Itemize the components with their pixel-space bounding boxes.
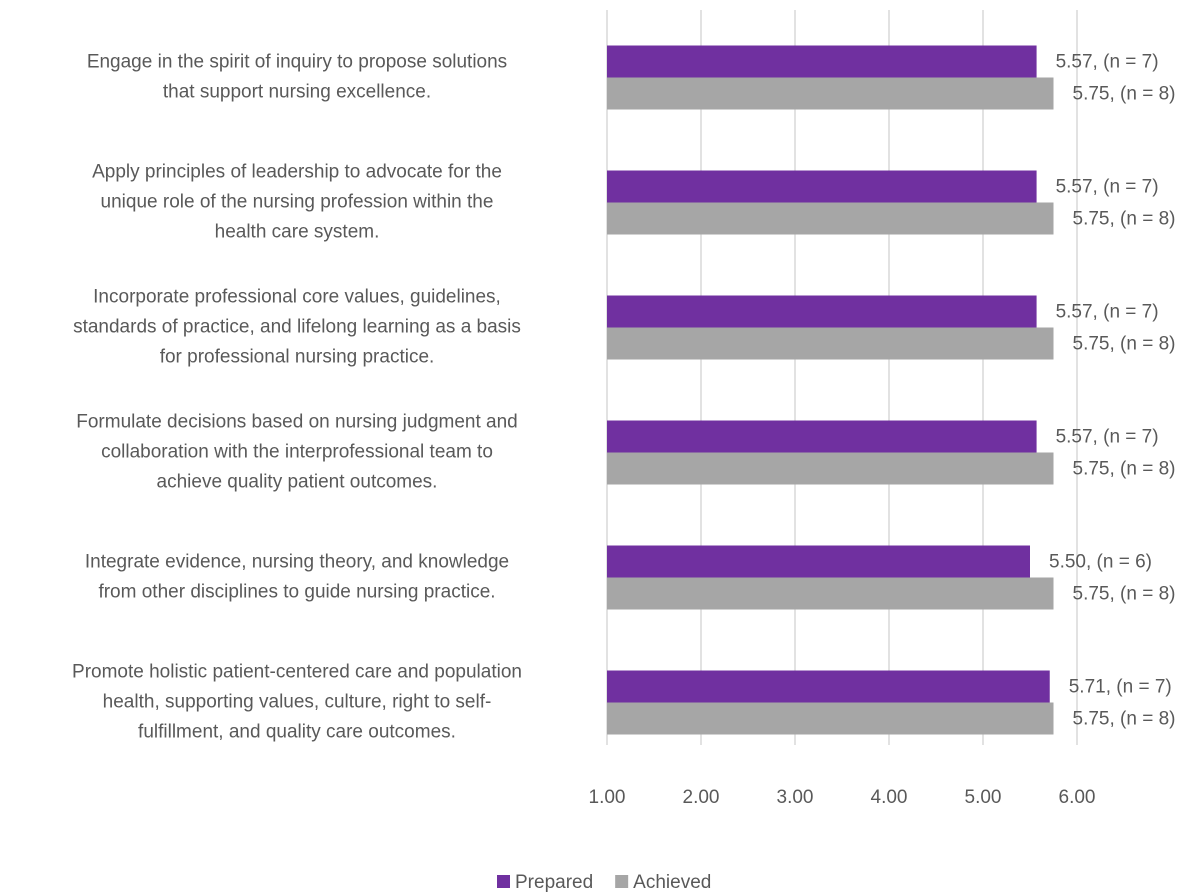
value-label: 5.75, (n = 8): [1073, 84, 1176, 105]
legend-swatch: [497, 875, 510, 888]
value-label: 5.50, (n = 6): [1049, 552, 1152, 573]
legend-label: Achieved: [633, 872, 711, 893]
category-label: standards of practice, and lifelong lear…: [73, 317, 521, 338]
x-tick-label: 2.00: [683, 787, 720, 808]
bar: [607, 45, 1037, 78]
legend-swatch: [615, 875, 629, 888]
value-label: 5.75, (n = 8): [1073, 459, 1176, 480]
value-label: 5.57, (n = 7): [1056, 177, 1159, 198]
x-tick-label: 6.00: [1059, 787, 1096, 808]
category-label: Integrate evidence, nursing theory, and …: [85, 552, 509, 573]
category-label: from other disciplines to guide nursing …: [98, 582, 495, 603]
bar: [607, 670, 1050, 703]
value-label: 5.57, (n = 7): [1056, 52, 1159, 73]
value-label: 5.75, (n = 8): [1073, 209, 1176, 230]
category-label: health, supporting values, culture, righ…: [103, 692, 492, 713]
value-label: 5.71, (n = 7): [1069, 677, 1172, 698]
value-label: 5.57, (n = 7): [1056, 302, 1159, 323]
category-label: Incorporate professional core values, gu…: [93, 287, 501, 308]
value-label: 5.75, (n = 8): [1073, 334, 1176, 355]
bar: [607, 577, 1054, 610]
bar: [607, 327, 1054, 360]
bar: [607, 420, 1037, 453]
legend-label: Prepared: [515, 872, 593, 893]
x-tick-label: 4.00: [871, 787, 908, 808]
category-label: unique role of the nursing profession wi…: [101, 192, 494, 213]
bar: [607, 545, 1030, 578]
category-label: achieve quality patient outcomes.: [157, 472, 438, 493]
category-label: Promote holistic patient-centered care a…: [72, 662, 522, 683]
bar: [607, 295, 1037, 328]
bar: [607, 452, 1054, 485]
bar: [607, 77, 1054, 110]
x-tick-label: 5.00: [965, 787, 1002, 808]
bar: [607, 702, 1054, 735]
x-tick-label: 1.00: [589, 787, 626, 808]
value-label: 5.75, (n = 8): [1073, 584, 1176, 605]
value-label: 5.75, (n = 8): [1073, 709, 1176, 730]
category-label: Formulate decisions based on nursing jud…: [76, 412, 518, 433]
category-label: that support nursing excellence.: [163, 82, 431, 103]
category-label: fulfillment, and quality care outcomes.: [138, 722, 456, 743]
bar: [607, 202, 1054, 235]
category-label: collaboration with the interprofessional…: [101, 442, 493, 463]
category-label: for professional nursing practice.: [160, 347, 435, 368]
bar: [607, 170, 1037, 203]
x-tick-label: 3.00: [777, 787, 814, 808]
category-label: Engage in the spirit of inquiry to propo…: [87, 52, 507, 73]
category-label: Apply principles of leadership to advoca…: [92, 162, 502, 183]
category-label: health care system.: [215, 222, 380, 243]
value-label: 5.57, (n = 7): [1056, 427, 1159, 448]
